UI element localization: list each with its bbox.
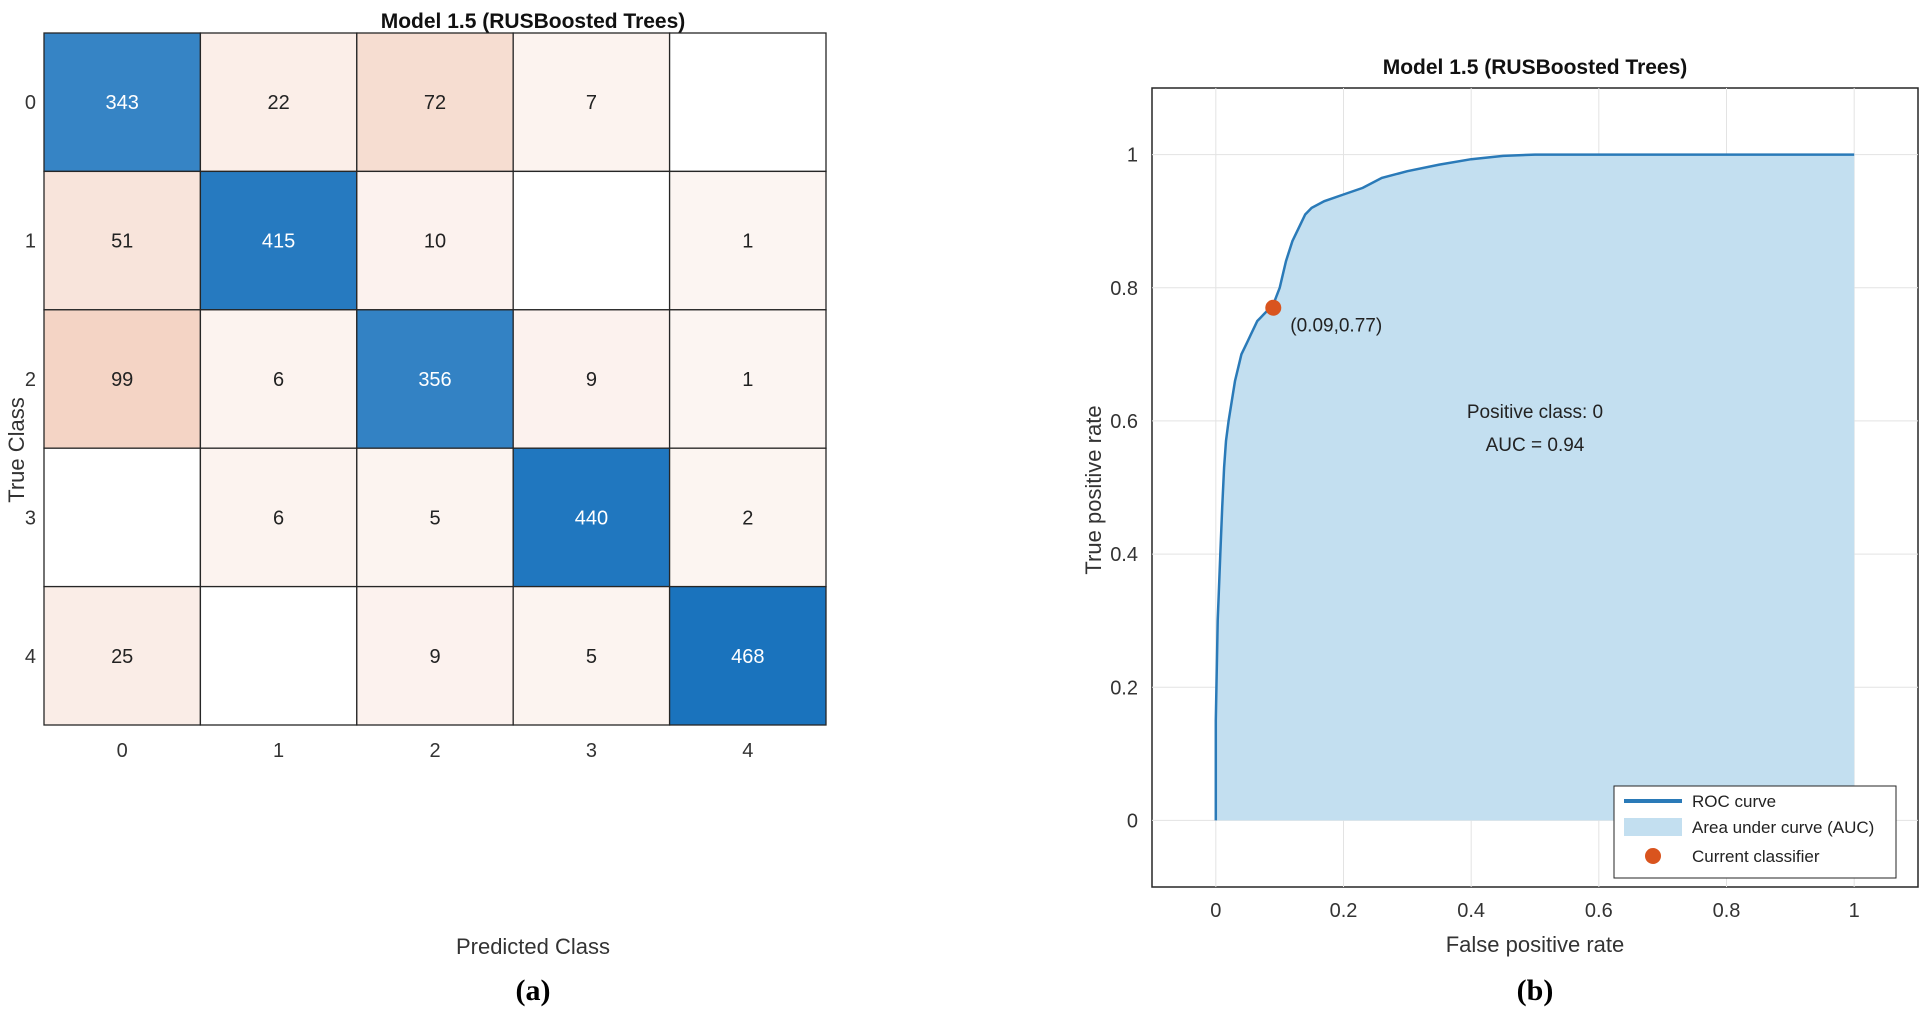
cm-cell-value-2-4: 1 xyxy=(742,369,753,391)
cm-cell-3-0 xyxy=(43,447,202,588)
positive-class-annotation: Positive class: 0 xyxy=(1467,402,1603,423)
roc-x-tick-4: 0.8 xyxy=(1713,900,1741,922)
cm-cell-2-3 xyxy=(512,309,671,449)
confusion-matrix-x-label: Predicted Class xyxy=(456,934,610,959)
confusion-matrix-y-label: True Class xyxy=(4,397,29,503)
cm-cell-value-4-0: 25 xyxy=(111,646,133,668)
legend-classifier-label: Current classifier xyxy=(1692,847,1820,866)
roc-y-label: True positive rate xyxy=(1081,405,1106,574)
roc-y-tick-4: 0.8 xyxy=(1110,278,1138,300)
auc-annotation: AUC = 0.94 xyxy=(1486,435,1585,456)
cm-y-tick-2: 2 xyxy=(25,369,36,391)
cm-cell-value-1-2: 10 xyxy=(424,231,446,253)
roc-y-tick-5: 1 xyxy=(1127,145,1138,167)
cm-cell-value-2-3: 9 xyxy=(586,369,597,391)
confusion-matrix-title: Model 1.5 (RUSBoosted Trees) xyxy=(381,10,686,33)
cm-cell-0-2 xyxy=(356,32,514,173)
panel-label-a: (a) xyxy=(516,974,551,1007)
cm-cell-4-1 xyxy=(199,585,358,726)
roc-x-tick-1: 0.2 xyxy=(1330,900,1358,922)
cm-cell-1-0 xyxy=(43,170,202,311)
cm-x-tick-3: 3 xyxy=(586,740,597,762)
cm-x-tick-1: 1 xyxy=(273,740,284,762)
cm-cell-3-2 xyxy=(356,447,514,588)
roc-legend: ROC curve Area under curve (AUC) Current… xyxy=(1613,785,1897,879)
roc-x-tick-2: 0.4 xyxy=(1457,900,1485,922)
cm-cell-value-4-3: 5 xyxy=(586,646,597,668)
cm-cell-4-3 xyxy=(512,585,671,726)
current-classifier-point xyxy=(1265,299,1282,316)
roc-x-tick-3: 0.6 xyxy=(1585,900,1613,922)
cm-cell-4-0 xyxy=(43,585,202,726)
roc-y-tick-3: 0.6 xyxy=(1110,411,1138,433)
cm-cell-1-4 xyxy=(668,170,827,311)
cm-x-tick-2: 2 xyxy=(429,740,440,762)
roc-x-tick-5: 1 xyxy=(1849,900,1860,922)
roc-y-ticks: 0 0.2 0.4 0.6 0.8 1 xyxy=(1110,145,1138,833)
roc-y-tick-0: 0 xyxy=(1127,810,1138,832)
confusion-matrix-x-ticks: 0 1 2 3 4 xyxy=(117,740,754,762)
cm-y-tick-4: 4 xyxy=(25,646,36,668)
cm-y-tick-3: 3 xyxy=(25,507,36,529)
cm-cell-4-2 xyxy=(356,585,514,726)
cm-y-tick-0: 0 xyxy=(25,92,36,114)
cm-cell-value-3-2: 5 xyxy=(429,507,440,529)
roc-chart: Model 1.5 (RUSBoosted Trees) (0.09,0.77)… xyxy=(1081,56,1919,1007)
cm-cell-value-2-1: 6 xyxy=(273,369,284,391)
roc-y-tick-2: 0.4 xyxy=(1110,544,1138,566)
roc-x-label: False positive rate xyxy=(1446,932,1625,957)
cm-cell-0-1 xyxy=(199,32,358,173)
confusion-matrix-y-ticks: 0 1 2 3 4 xyxy=(25,92,36,668)
roc-y-tick-1: 0.2 xyxy=(1110,677,1138,699)
cm-cell-value-1-0: 51 xyxy=(111,231,133,253)
cm-cell-value-3-4: 2 xyxy=(742,507,753,529)
cm-cell-0-3 xyxy=(512,32,671,173)
legend-auc-swatch xyxy=(1624,818,1682,836)
roc-title: Model 1.5 (RUSBoosted Trees) xyxy=(1383,56,1688,79)
cm-cell-value-0-1: 22 xyxy=(267,92,289,114)
legend-auc-label: Area under curve (AUC) xyxy=(1692,818,1874,837)
cm-cell-value-4-2: 9 xyxy=(429,646,440,668)
cm-cell-2-4 xyxy=(668,309,827,449)
cm-y-tick-1: 1 xyxy=(25,231,36,253)
cm-cell-1-3 xyxy=(512,170,671,311)
cm-cell-3-1 xyxy=(199,447,358,588)
legend-roc-label: ROC curve xyxy=(1692,792,1776,811)
cm-cell-4-4 xyxy=(668,585,827,726)
cm-cell-3-3 xyxy=(512,447,671,588)
cm-cell-value-4-4: 468 xyxy=(731,646,764,668)
legend-classifier-swatch xyxy=(1645,848,1661,864)
cm-cell-value-0-2: 72 xyxy=(424,92,446,114)
cm-cell-2-1 xyxy=(199,309,358,449)
cm-cell-0-0 xyxy=(43,32,202,173)
cm-cell-0-4 xyxy=(668,32,827,173)
cm-x-tick-0: 0 xyxy=(117,740,128,762)
roc-x-tick-0: 0 xyxy=(1210,900,1221,922)
cm-x-tick-4: 4 xyxy=(742,740,753,762)
cm-cell-1-1 xyxy=(199,170,358,311)
auc-area xyxy=(1215,154,1855,821)
cm-cell-value-2-2: 356 xyxy=(418,369,451,391)
confusion-matrix-chart: Model 1.5 (RUSBoosted Trees) 343 22 72 751 4… xyxy=(4,10,827,1007)
cm-cell-value-0-3: 7 xyxy=(586,92,597,114)
cm-cell-value-0-0: 343 xyxy=(106,92,139,114)
cm-cell-value-3-3: 440 xyxy=(575,507,608,529)
panel-label-b: (b) xyxy=(1517,974,1554,1007)
current-classifier-label: (0.09,0.77) xyxy=(1290,316,1382,337)
cm-cell-value-1-4: 1 xyxy=(742,231,753,253)
cm-cell-3-4 xyxy=(668,447,827,588)
cm-cell-value-3-1: 6 xyxy=(273,507,284,529)
roc-x-ticks: 0 0.2 0.4 0.6 0.8 1 xyxy=(1210,900,1859,922)
cm-cell-value-2-0: 99 xyxy=(111,369,133,391)
confusion-matrix-cells: 343 22 72 7 51 415 10 1 99 6 356 9 1 6 5 440 2 25 9 5 468 xyxy=(43,32,827,726)
cm-cell-value-1-1: 415 xyxy=(262,231,295,253)
